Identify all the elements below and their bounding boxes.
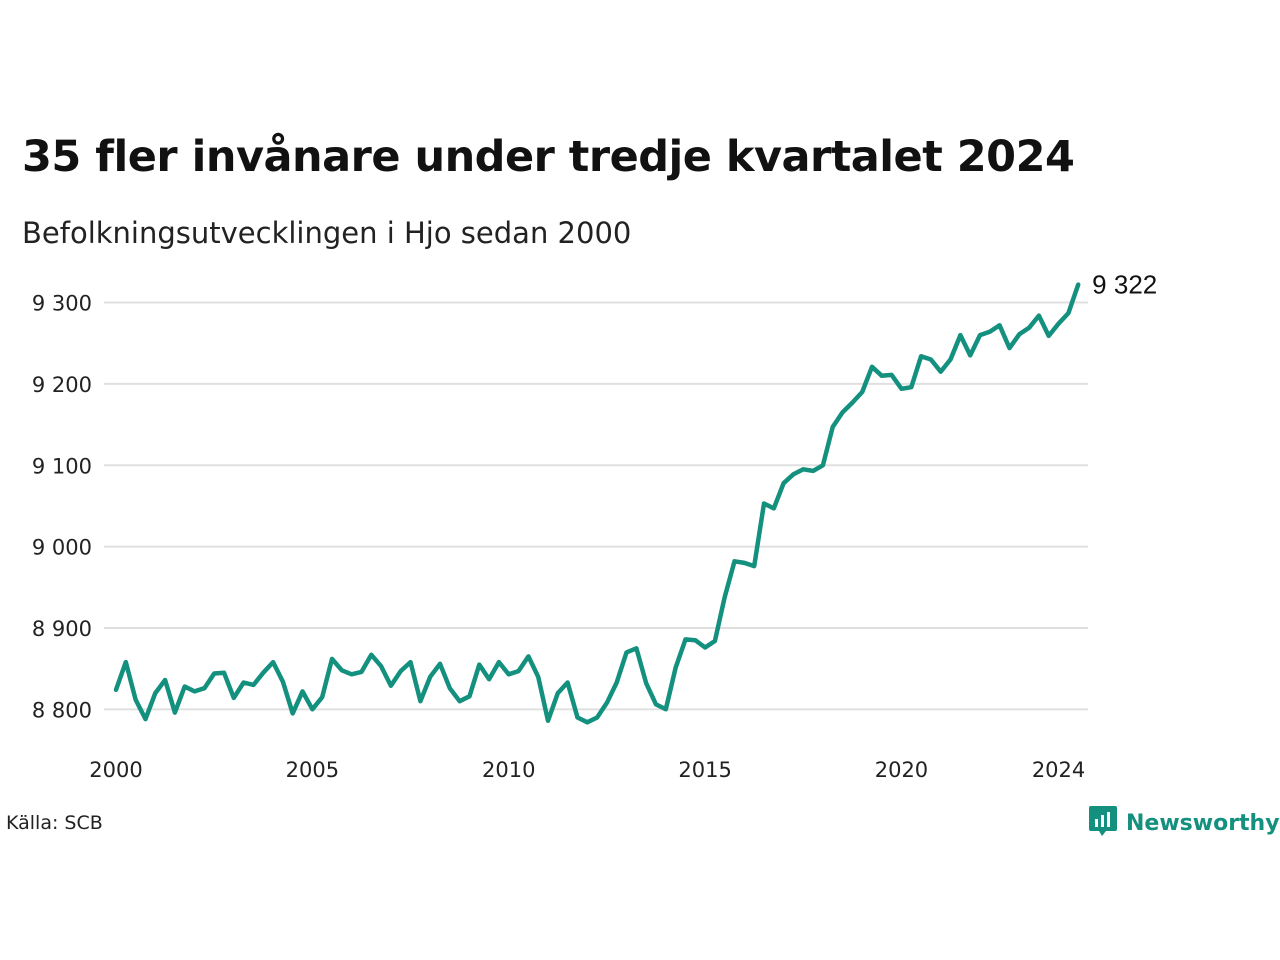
x-tick-label: 2000 (89, 758, 142, 782)
x-tick-label: 2005 (286, 758, 339, 782)
y-axis-ticks: 8 800 8 900 9 000 9 100 9 200 9 300 (32, 292, 92, 723)
y-tick-label: 8 800 (32, 698, 92, 722)
x-tick-label: 2015 (678, 758, 731, 782)
end-value-label: 9 322 (1092, 270, 1157, 300)
y-tick-label: 9 200 (32, 373, 92, 397)
newsworthy-logo-icon (1088, 804, 1118, 843)
gridlines (104, 301, 1088, 711)
x-tick-label: 2010 (482, 758, 535, 782)
y-tick-label: 9 300 (32, 292, 92, 316)
x-tick-label: 2024 (1032, 758, 1085, 782)
source-note: Källa: SCB (6, 812, 103, 834)
brand-name: Newsworthy (1126, 811, 1280, 836)
chart-title: 35 fler invånare under tredje kvartalet … (22, 132, 1075, 182)
y-tick-label: 9 000 (32, 536, 92, 560)
chart-subtitle: Befolkningsutvecklingen i Hjo sedan 2000 (22, 216, 632, 250)
y-tick-label: 8 900 (32, 617, 92, 641)
x-axis-ticks: 2000 2005 2010 2015 2020 2024 (89, 758, 1085, 782)
y-tick-label: 9 100 (32, 454, 92, 478)
series-points (115, 284, 1079, 723)
x-tick-label: 2020 (875, 758, 928, 782)
newsworthy-brand: Newsworthy (1088, 804, 1280, 843)
population-series-line (113, 282, 1081, 725)
